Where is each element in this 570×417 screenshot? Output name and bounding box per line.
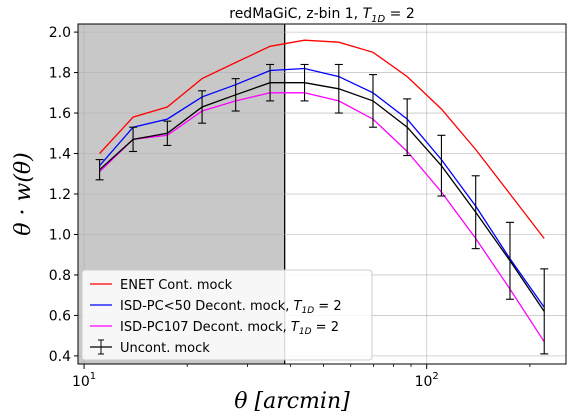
x-tick-label: 101 — [72, 371, 96, 390]
legend-box — [81, 269, 373, 361]
y-tick-label: 1.8 — [49, 66, 71, 82]
legend-entry: Uncont. mock — [90, 339, 210, 356]
legend-entry: ISD-PC<50 Decont. mock, T1D = 2 — [90, 299, 342, 316]
legend-label: Uncont. mock — [120, 341, 210, 356]
y-tick-label: 1.0 — [49, 227, 71, 243]
y-tick-label: 2.0 — [49, 25, 71, 41]
x-axis-label-text: θ [arcmin] — [234, 389, 350, 414]
y-axis-label: θ · w(θ) — [11, 152, 36, 235]
x-axis-label: θ [arcmin] — [234, 389, 350, 414]
x-axis-ticks: 101 102 — [72, 364, 531, 390]
x-tick-label: 102 — [415, 371, 439, 390]
y-tick-label: 1.2 — [49, 187, 71, 203]
y-tick-label: 0.6 — [49, 308, 71, 324]
legend-entry: ISD-PC107 Decont. mock, T1D = 2 — [90, 320, 339, 337]
series-line-0 — [99, 39, 545, 239]
series-line-3 — [99, 82, 545, 312]
y-axis-label-text: θ · w(θ) — [11, 152, 36, 235]
series-line-2 — [99, 92, 545, 343]
legend-entry: ENET Cont. mock — [90, 278, 233, 293]
legend-label: ENET Cont. mock — [120, 278, 233, 293]
y-tick-label: 0.4 — [49, 349, 71, 365]
series-lines — [95, 39, 549, 355]
y-axis-ticks: 0.4 0.6 0.8 1.0 1.2 1.4 1.6 1.8 2.0 — [49, 25, 78, 365]
y-tick-label: 1.6 — [49, 106, 71, 122]
legend-label: ISD-PC107 Decont. mock, T1D = 2 — [120, 320, 339, 337]
series-line-1 — [99, 67, 545, 308]
chart-title-text: redMaGiC, z-bin 1, T1D = 2 — [229, 6, 415, 25]
chart-title: redMaGiC, z-bin 1, T1D = 2 — [229, 6, 415, 25]
y-tick-label: 0.8 — [49, 268, 71, 284]
legend-label: ISD-PC<50 Decont. mock, T1D = 2 — [120, 299, 342, 316]
y-tick-label: 1.4 — [49, 147, 71, 163]
legend: ENET Cont. mock ISD-PC<50 Decont. mock, T… — [81, 269, 373, 361]
